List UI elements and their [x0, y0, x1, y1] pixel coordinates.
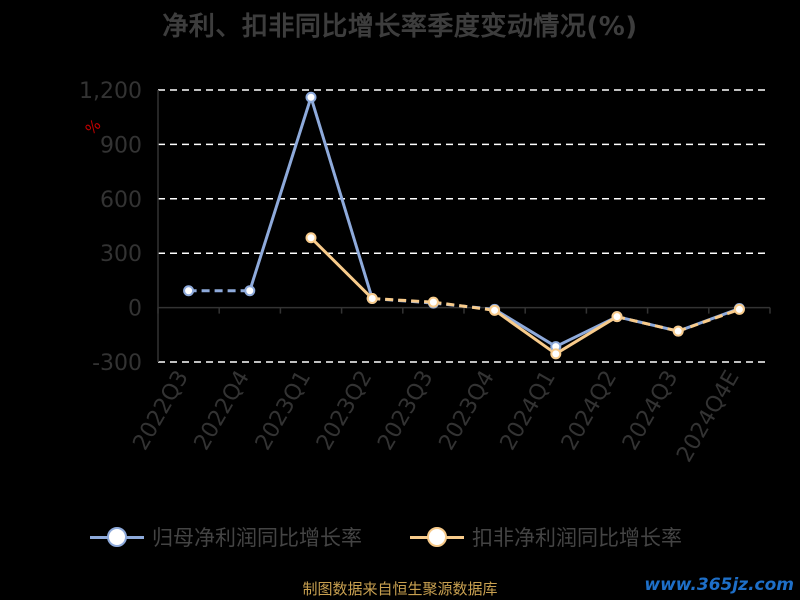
series-line-segment	[493, 309, 557, 356]
data-point	[550, 348, 562, 360]
chart-title: 净利、扣非同比增长率季度变动情况(%)	[162, 12, 638, 42]
legend-item-series1[interactable]: 归母净利润同比增长率	[90, 520, 362, 554]
series-line-segment	[433, 300, 495, 312]
x-tick-label: 2023Q2	[312, 367, 377, 455]
legend-label-series2: 扣非净利润同比增长率	[472, 526, 682, 550]
series-line-segment	[677, 308, 740, 333]
watermark-logo: www.365jz.com	[644, 575, 794, 595]
y-tick-label: 600	[100, 188, 142, 213]
x-tick-label: 2023Q4	[434, 366, 499, 454]
series-line-segment	[309, 96, 374, 299]
x-tick-label: 2022Q4	[190, 367, 255, 455]
data-point	[733, 303, 745, 315]
legend-marker-series2	[410, 520, 464, 554]
x-tick-label: 2022Q3	[128, 367, 193, 455]
series-line-segment	[493, 308, 557, 348]
data-source-note: 制图数据来自恒生聚源数据库	[302, 580, 498, 598]
series-line-segment	[248, 96, 313, 292]
data-point	[427, 296, 439, 308]
data-point	[366, 293, 378, 305]
series-line-segment	[372, 297, 434, 304]
x-tick-label: 2024Q1	[496, 367, 561, 455]
data-point	[305, 91, 317, 103]
x-tick-label: 2024Q2	[557, 367, 622, 455]
legend-item-series2[interactable]: 扣非净利润同比增长率	[410, 520, 682, 554]
y-tick-label: 900	[100, 133, 142, 158]
series-line-segment	[309, 236, 374, 300]
data-point	[611, 311, 623, 323]
series-line-segment	[616, 315, 679, 333]
x-tick-label: 2023Q3	[373, 367, 438, 455]
x-tick-label: 2024Q3	[618, 367, 683, 455]
y-tick-label: 0	[128, 297, 142, 322]
line-chart: 1,2009006003000-3002022Q32022Q42023Q1202…	[79, 79, 771, 467]
y-tick-label: 300	[100, 242, 142, 267]
y-tick-label: -300	[92, 351, 142, 376]
x-tick-label: 2024Q4E	[672, 367, 744, 467]
y-tick-label: 1,200	[79, 79, 142, 104]
data-point	[183, 285, 195, 297]
legend-label-series1: 归母净利润同比增长率	[152, 526, 362, 550]
data-point	[305, 232, 317, 244]
data-point	[489, 304, 501, 316]
series-line-segment	[555, 315, 618, 356]
legend: 归母净利润同比增长率 扣非净利润同比增长率	[0, 520, 800, 554]
data-point	[672, 325, 684, 337]
legend-marker-series1	[90, 520, 144, 554]
data-point	[244, 285, 256, 297]
x-tick-label: 2023Q1	[251, 367, 316, 455]
